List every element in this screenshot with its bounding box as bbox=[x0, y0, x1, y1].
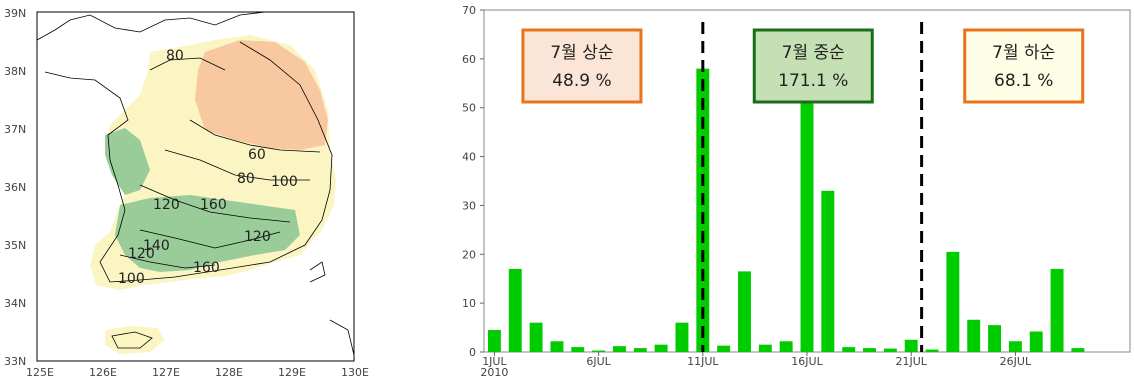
y-tick-label: 60 bbox=[462, 53, 476, 66]
contour-label: 140 bbox=[143, 238, 170, 254]
x-tick-label: 1JUL bbox=[482, 355, 507, 368]
bar bbox=[1071, 348, 1085, 352]
bar bbox=[529, 322, 543, 352]
x-tick-label: 6JUL bbox=[586, 355, 611, 368]
lon-tick-label: 125E bbox=[26, 366, 54, 379]
bar bbox=[1008, 341, 1022, 352]
bar bbox=[842, 347, 856, 352]
bar bbox=[967, 319, 981, 352]
bar bbox=[779, 341, 793, 352]
bar bbox=[717, 345, 731, 352]
contour-label: 100 bbox=[271, 174, 298, 190]
period-summary-value: 48.9 % bbox=[552, 71, 611, 91]
contour-labels: 80 60 80 100 120 160 140 120 120 100 160 bbox=[118, 48, 298, 287]
y-tick-label: 50 bbox=[462, 102, 476, 115]
lat-axis: 39N 38N 37N 36N 35N 34N 33N bbox=[4, 7, 26, 368]
period-summary-title: 7월 하순 bbox=[992, 43, 1055, 63]
bar bbox=[654, 344, 668, 352]
y-tick-label: 30 bbox=[462, 199, 476, 212]
lat-tick-label: 34N bbox=[4, 297, 26, 310]
lat-tick-label: 37N bbox=[4, 123, 26, 136]
y-tick-label: 70 bbox=[462, 4, 476, 17]
contour-label: 120 bbox=[128, 246, 155, 262]
y-tick-label: 20 bbox=[462, 248, 476, 261]
lat-tick-label: 35N bbox=[4, 239, 26, 252]
map-fill-regions bbox=[90, 35, 336, 354]
bar bbox=[863, 348, 876, 352]
y-tick-label: 40 bbox=[462, 151, 476, 164]
y-tick-label: 0 bbox=[469, 346, 476, 359]
y-tick-label: 10 bbox=[462, 297, 476, 310]
lon-tick-label: 126E bbox=[89, 366, 117, 379]
bar bbox=[738, 271, 751, 352]
bar bbox=[1050, 268, 1064, 352]
bar bbox=[487, 330, 501, 352]
precipitation-map: 80 60 80 100 120 160 140 120 120 100 160… bbox=[0, 0, 370, 380]
lat-tick-label: 33N bbox=[4, 355, 26, 368]
contour-label: 120 bbox=[153, 197, 180, 213]
bar bbox=[550, 341, 564, 352]
bar bbox=[592, 350, 606, 352]
period-summary-box bbox=[963, 28, 1085, 104]
region-low bbox=[195, 40, 328, 150]
x-tick-label: 21JUL bbox=[895, 355, 927, 368]
region-mid-jeju bbox=[105, 326, 165, 354]
bar bbox=[988, 325, 1002, 352]
bar bbox=[946, 251, 960, 352]
bar bbox=[883, 348, 897, 352]
period-summary-value: 68.1 % bbox=[994, 71, 1053, 91]
bar bbox=[925, 349, 939, 352]
period-summary-box bbox=[521, 28, 643, 104]
bar bbox=[904, 339, 918, 352]
lat-tick-label: 38N bbox=[4, 65, 26, 78]
contour-label: 120 bbox=[244, 229, 271, 245]
period-summary-title: 7월 중순 bbox=[782, 43, 845, 63]
contour-label: 160 bbox=[200, 197, 227, 213]
period-summary-box bbox=[752, 28, 874, 104]
lat-tick-label: 39N bbox=[4, 7, 26, 20]
bar bbox=[821, 190, 835, 352]
period-summary-title: 7월 상순 bbox=[550, 43, 613, 63]
bar bbox=[800, 97, 814, 352]
contour-label: 80 bbox=[166, 48, 184, 64]
bar bbox=[571, 347, 585, 352]
contour-label: 60 bbox=[248, 147, 266, 163]
bar bbox=[508, 268, 522, 352]
bar bbox=[675, 322, 689, 352]
lon-axis: 125E 126E 127E 128E 129E 130E bbox=[26, 366, 369, 379]
bar bbox=[612, 346, 626, 352]
bar bbox=[1029, 331, 1043, 352]
x-tick-label: 26JUL bbox=[1000, 355, 1032, 368]
lon-tick-label: 128E bbox=[215, 366, 243, 379]
lat-tick-label: 36N bbox=[4, 181, 26, 194]
bar bbox=[633, 348, 647, 352]
map-lines bbox=[36, 11, 355, 356]
bar bbox=[696, 68, 710, 352]
period-summary-value: 171.1 % bbox=[778, 71, 848, 91]
precipitation-bar-chart: 0 10 20 30 40 50 60 70 1JUL 2010 6JUL 11JUL 16JUL 21J… bbox=[440, 0, 1134, 380]
region-high-south bbox=[115, 195, 300, 272]
lon-tick-label: 127E bbox=[152, 366, 180, 379]
bar bbox=[758, 344, 772, 352]
lon-tick-label: 130E bbox=[341, 366, 369, 379]
contour-label: 100 bbox=[118, 271, 145, 287]
contour-label: 80 bbox=[237, 171, 255, 187]
x-tick-label: 11JUL bbox=[687, 355, 719, 368]
x-tick-label: 2010 bbox=[480, 366, 508, 379]
contour-label: 160 bbox=[193, 260, 220, 276]
x-tick-label: 16JUL bbox=[791, 355, 823, 368]
lon-tick-label: 129E bbox=[278, 366, 306, 379]
